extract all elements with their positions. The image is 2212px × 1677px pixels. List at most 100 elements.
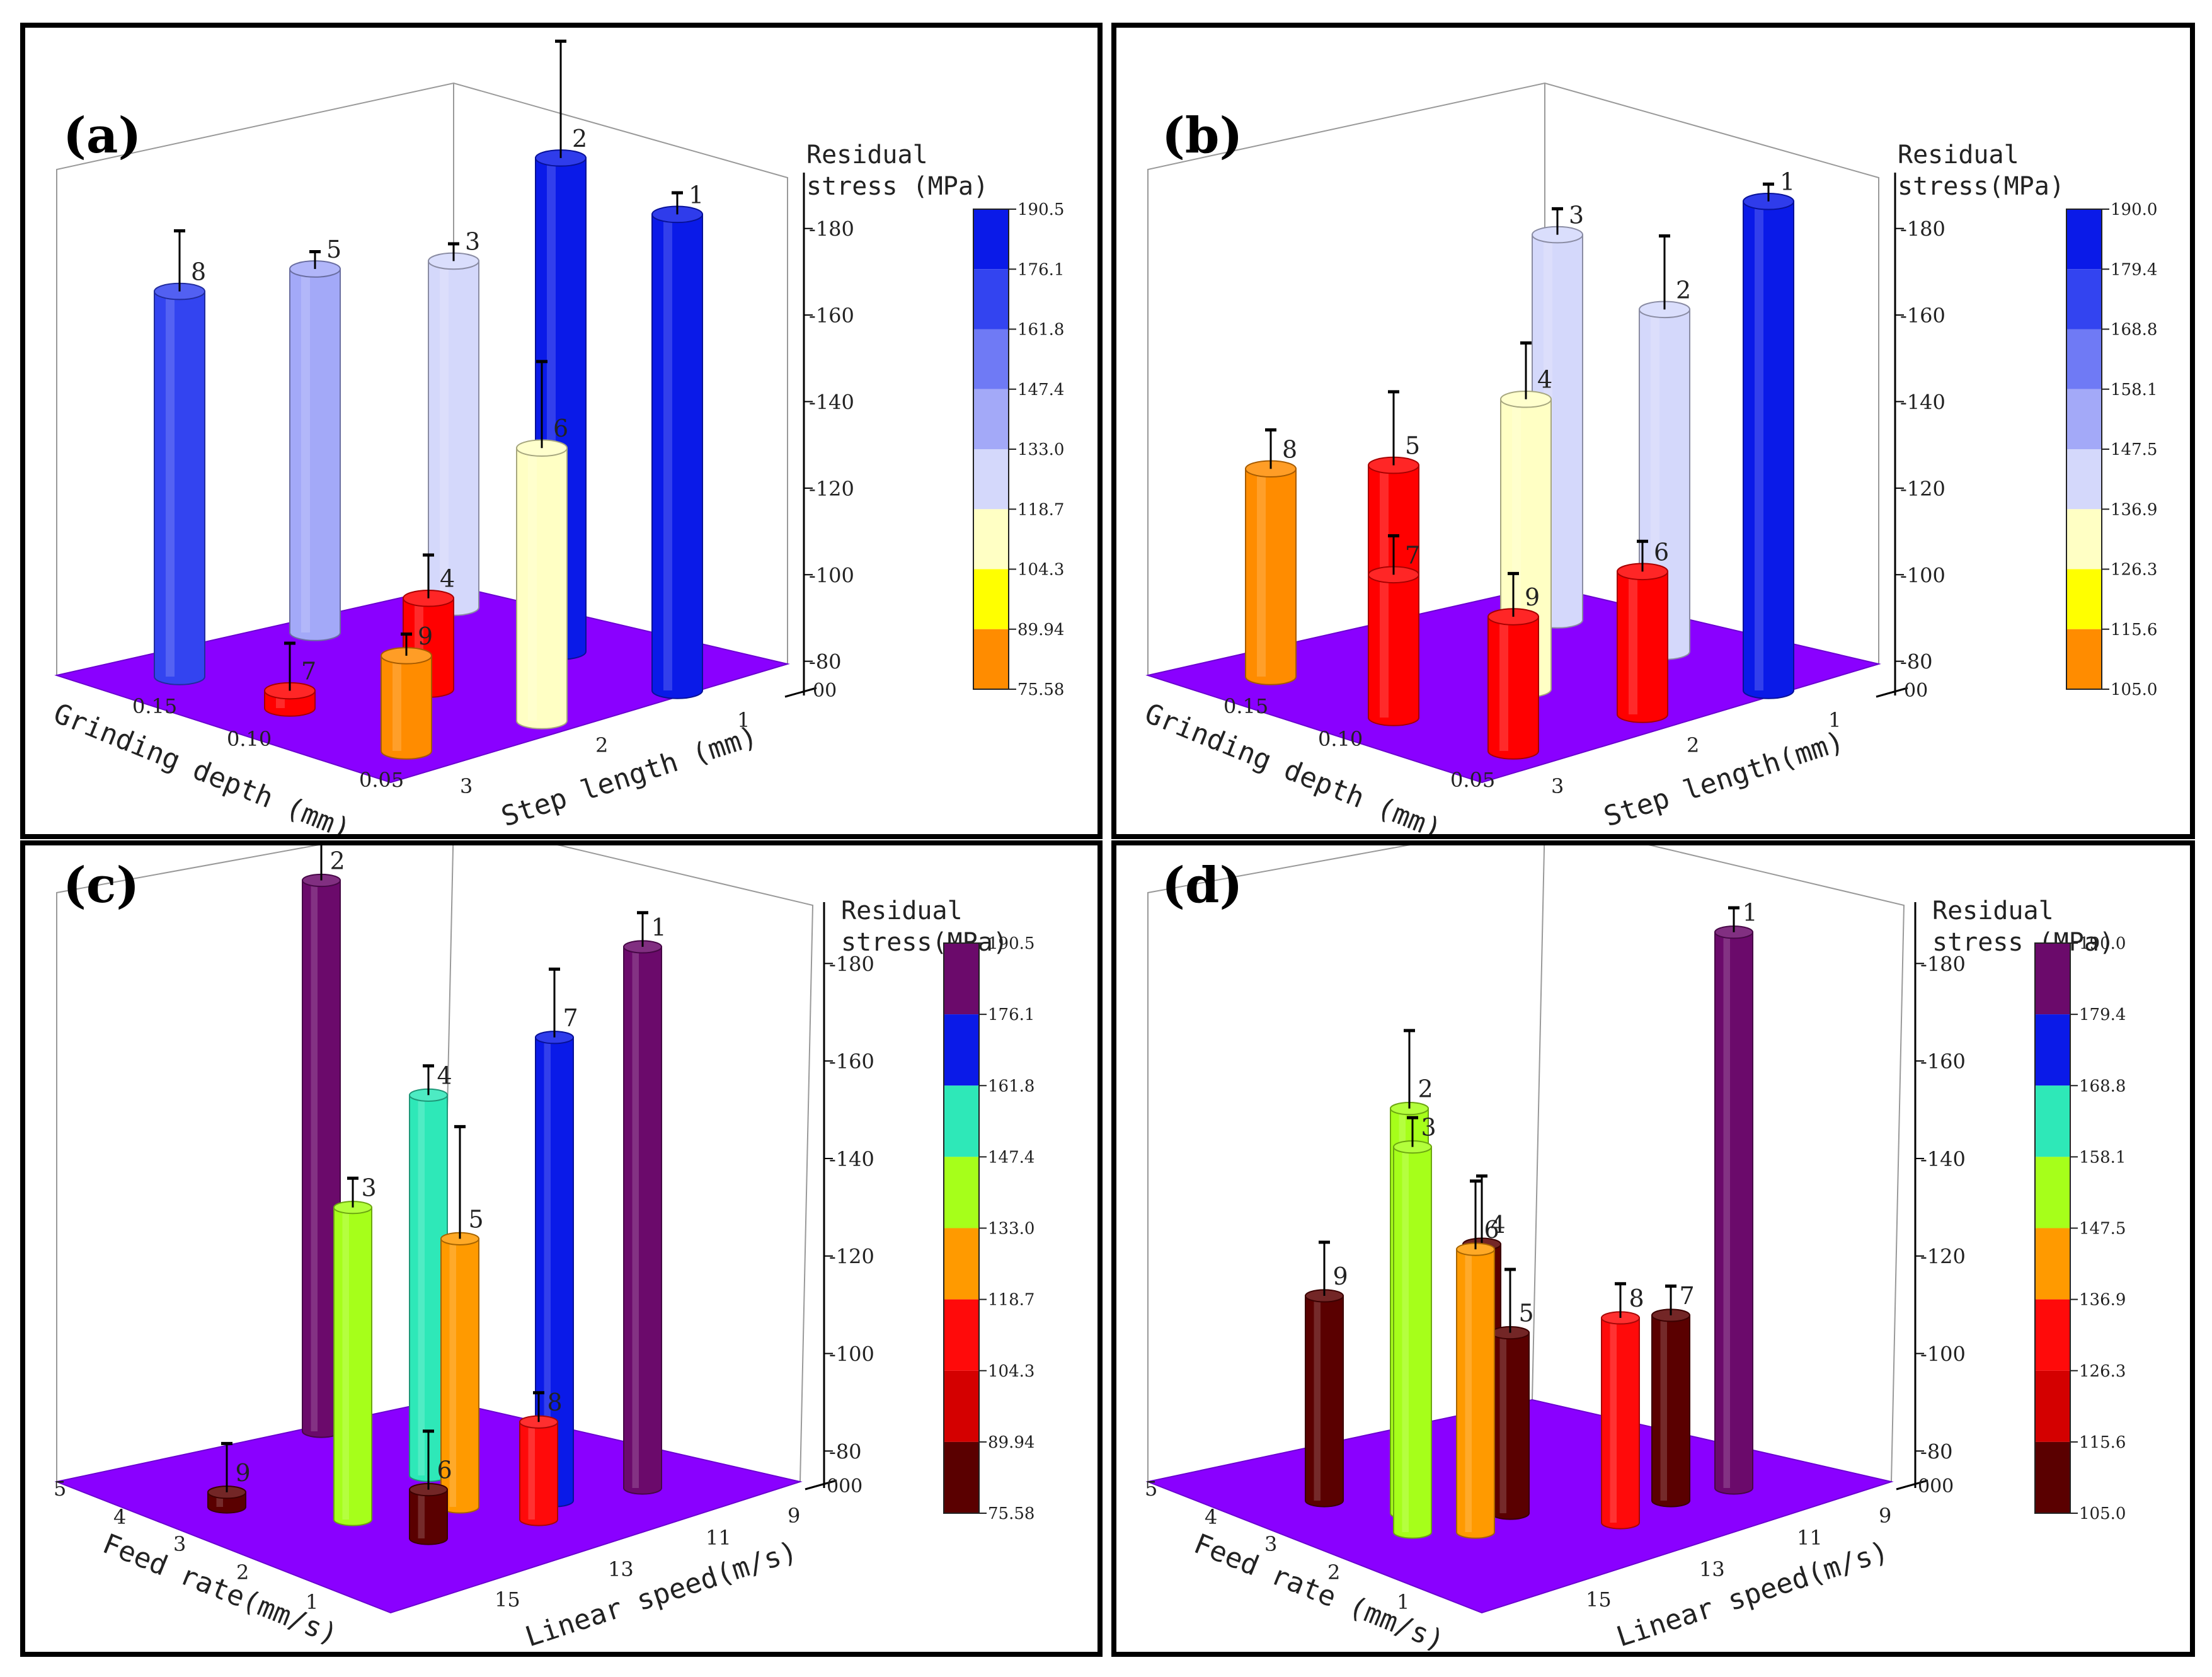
legend-value: 161.8: [1017, 321, 1064, 340]
legend-swatch: [2035, 1370, 2070, 1442]
bar-highlight: [1755, 201, 1763, 690]
y-tick-label: 13: [1699, 1557, 1725, 1581]
bar-9: 9: [207, 1441, 251, 1514]
bar-3: 3: [428, 227, 480, 616]
bar-highlight: [663, 214, 672, 690]
legend-value: 126.3: [2111, 561, 2157, 580]
bar-6: 6: [1617, 538, 1669, 723]
bar-label: 6: [1654, 538, 1669, 566]
bar-label: 7: [301, 658, 316, 685]
x-tick-label: 4: [113, 1505, 126, 1529]
legend-swatch: [2035, 1014, 2070, 1086]
legend-value: 168.8: [2079, 1077, 2126, 1096]
bar-label: 4: [440, 565, 455, 593]
bar-body: [1456, 1249, 1495, 1539]
legend-value: 126.3: [2079, 1362, 2126, 1381]
legend-value: 158.1: [2111, 381, 2157, 399]
y-tick-label: 11: [1797, 1526, 1823, 1550]
bar-highlight: [393, 655, 401, 751]
panel-c: -80 -100 -120 -140 -160 -180 000 Residual stress…: [20, 840, 1103, 1657]
legend-value: 147.5: [2111, 440, 2157, 459]
bar-1: 1: [623, 911, 667, 1495]
z-tick-label: -180: [1900, 217, 1946, 241]
z-axis-label-line2: stress(MPa): [1898, 172, 2065, 201]
legend-value: 75.58: [988, 1504, 1034, 1523]
legend-value: 147.5: [2079, 1220, 2126, 1239]
bar-label: 6: [1484, 1216, 1499, 1244]
z-tick-label: -80: [1920, 1439, 1953, 1463]
bar-body: [623, 946, 662, 1495]
z-tick-label: -120: [1920, 1245, 1966, 1269]
bar-1: 1: [651, 181, 704, 699]
legend-swatch: [2066, 209, 2102, 270]
x-tick-label: 0.15: [132, 694, 177, 718]
legend-value: 104.3: [1017, 561, 1064, 580]
zero-tick-label: 000: [1918, 1475, 1954, 1497]
legend-value: 75.58: [1017, 680, 1064, 699]
bar-label: 5: [469, 1205, 484, 1233]
bar-6: 6: [516, 360, 568, 730]
zero-tick-label: 000: [827, 1475, 862, 1497]
x-tick-label: 3: [173, 1532, 186, 1556]
legend-swatch: [973, 209, 1009, 270]
z-tick-label: -80: [829, 1439, 862, 1463]
zero-tick-label: 00: [1904, 680, 1928, 702]
bar-highlight: [528, 1422, 535, 1520]
bar-highlight: [166, 291, 175, 677]
legend-value: 190.0: [2079, 934, 2126, 953]
legend-swatch: [2035, 943, 2070, 1015]
zero-tick-mark: [1876, 687, 1908, 698]
z-tick-label: -140: [1900, 390, 1946, 414]
z-tick-label: -100: [829, 1342, 874, 1366]
panel-label: (a): [63, 107, 141, 164]
chart-a: -80 -100 -120 -140 -160 -180 00 Residual stress …: [49, 39, 1064, 834]
bar-6: 6: [409, 1429, 452, 1545]
bar-body: [381, 655, 432, 760]
x-tick-label: 2: [1327, 1560, 1340, 1584]
legend-swatch: [2035, 1157, 2070, 1228]
bar-label: 4: [437, 1062, 452, 1089]
legend-swatch: [944, 1228, 979, 1300]
bar-8: 8: [519, 1388, 563, 1526]
bar-label: 6: [553, 415, 568, 442]
legend-swatch: [944, 1157, 979, 1228]
bar-body: [154, 290, 205, 685]
bar-label: 3: [1421, 1114, 1436, 1142]
z-tick-label: -180: [1920, 952, 1966, 976]
bar-highlight: [1380, 575, 1389, 718]
legend-swatch: [2066, 569, 2102, 629]
bar-body: [1743, 200, 1794, 699]
legend-swatch: [2066, 509, 2102, 569]
bar-label: 7: [1405, 541, 1420, 569]
y-axis-label: Step length(mm): [1600, 725, 1848, 833]
bar-label: 3: [1569, 202, 1584, 229]
bar-label: 1: [1780, 168, 1795, 196]
bar-1: 1: [1743, 168, 1795, 699]
z-tick-label: -160: [809, 304, 854, 328]
x-tick-label: 5: [1145, 1477, 1157, 1501]
bar-5: 5: [289, 236, 341, 641]
x-tick-label: 3: [1264, 1532, 1277, 1556]
bar-highlight: [1629, 571, 1637, 714]
legend-swatch: [973, 329, 1009, 389]
bar-body: [289, 268, 341, 641]
legend-value: 147.4: [1017, 381, 1064, 399]
bar-label: 9: [1333, 1262, 1348, 1290]
y-tick-label: 2: [1687, 733, 1699, 757]
panel-label: (c): [63, 857, 139, 914]
legend-swatch: [973, 449, 1009, 510]
z-axis-label-line1: Residual: [806, 140, 928, 169]
bar-5: 5: [440, 1125, 484, 1514]
bar-highlight: [1257, 469, 1266, 677]
legend-value: 161.8: [988, 1077, 1034, 1096]
legend-value: 176.1: [988, 1005, 1034, 1024]
chart-d: -80 -100 -120 -140 -160 -180 000 Residual stress…: [1145, 845, 2126, 1652]
bar-9: 9: [381, 622, 433, 760]
z-tick-label: -140: [809, 390, 854, 414]
back-wall: [1147, 845, 1905, 1482]
panel-b: -80 -100 -120 -140 -160 -180 00 Residual stress(…: [1111, 23, 2195, 839]
bar-8: 8: [1245, 428, 1297, 685]
x-tick-label: 0.10: [1318, 727, 1363, 751]
legend-value: 190.0: [2111, 200, 2157, 219]
z-tick-label: -160: [1920, 1050, 1966, 1073]
